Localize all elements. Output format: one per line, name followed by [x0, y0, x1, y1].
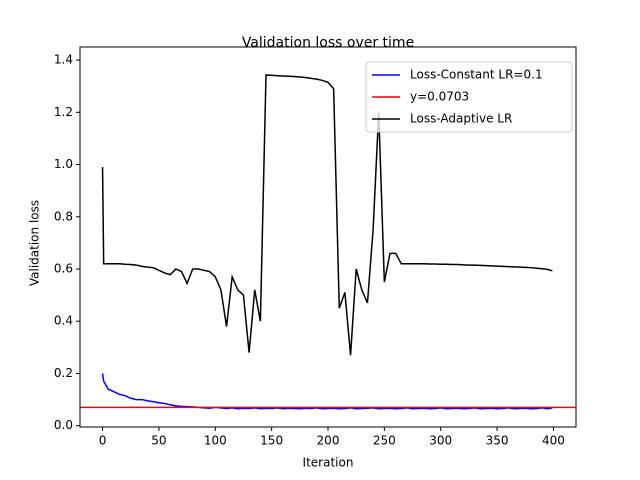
x-tick-label: 400	[542, 434, 565, 448]
legend-box	[365, 61, 573, 133]
y-tick-label: 0.2	[54, 366, 73, 380]
x-tick-label: 350	[486, 434, 509, 448]
y-tick-label: 1.4	[54, 53, 73, 67]
legend-label: Loss-Adaptive LR	[410, 112, 512, 126]
legend-label: Loss-Constant LR=0.1	[410, 68, 543, 82]
x-tick-label: 200	[317, 434, 340, 448]
x-tick-label: 0	[99, 434, 107, 448]
chart-title: Validation loss over time	[242, 35, 414, 51]
legend-label: y=0.0703	[410, 90, 469, 104]
y-axis-label: Validation loss	[28, 200, 42, 286]
y-tick-label: 1.0	[54, 157, 73, 171]
axes-frame	[79, 46, 577, 428]
x-tick-label: 300	[429, 434, 452, 448]
series-line	[101, 74, 553, 356]
y-tick-label: 0.6	[54, 261, 73, 275]
x-tick-label: 100	[204, 434, 227, 448]
y-tick-label: 1.2	[54, 105, 73, 119]
x-axis-label: Iteration	[303, 456, 354, 470]
y-tick-label: 0.0	[54, 418, 73, 432]
series-line	[101, 373, 553, 410]
x-tick-label: 250	[373, 434, 396, 448]
y-tick-label: 0.8	[54, 209, 73, 223]
x-tick-label: 50	[151, 434, 166, 448]
y-tick-label: 0.4	[54, 314, 73, 328]
x-tick-label: 150	[260, 434, 283, 448]
